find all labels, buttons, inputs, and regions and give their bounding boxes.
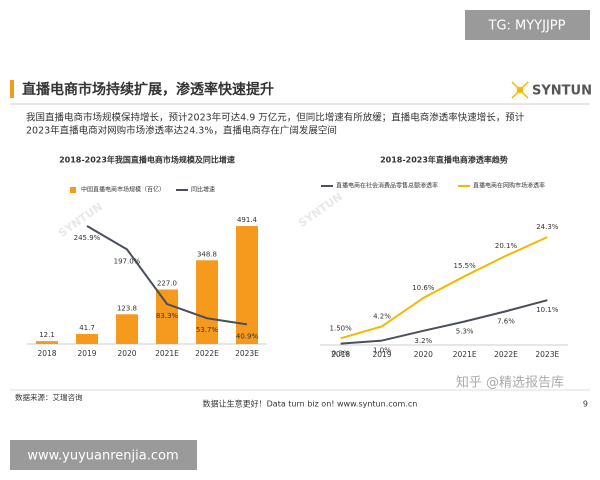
value-label: 123.8 xyxy=(117,304,137,312)
chart-title: 2018-2023年直播电商渗透率趋势 xyxy=(380,155,508,165)
watermark: SYNTUN xyxy=(296,190,345,230)
site: www.yuyuanrenjia.com xyxy=(27,449,178,464)
line xyxy=(340,236,548,340)
x-tick-label: 2020 xyxy=(117,349,136,358)
legend-label: 中国直播电商市场规模（百亿） xyxy=(81,186,165,194)
line xyxy=(340,299,548,345)
value-label: 53.7% xyxy=(196,326,219,334)
bar xyxy=(156,289,178,344)
value-label: 3.2% xyxy=(414,337,432,345)
bar xyxy=(236,226,258,344)
legend-swatch xyxy=(70,187,76,193)
footer-source: 数据来源：艾瑞咨询 xyxy=(15,392,83,402)
chart-title: 2018-2023年我国直播电商市场规模及同比增速 xyxy=(59,155,235,165)
value-label: 15.5% xyxy=(454,262,477,270)
x-tick-label: 2023E xyxy=(235,349,259,358)
x-tick-label: 2018 xyxy=(37,349,56,358)
value-label: 41.7 xyxy=(79,324,95,332)
page-number: 9 xyxy=(583,400,588,409)
bar xyxy=(76,333,98,344)
value-label: 0.3% xyxy=(332,350,350,358)
x-tick-label: 2021E xyxy=(453,350,477,359)
value-label: 1.50% xyxy=(330,324,353,332)
value-label: 245.9% xyxy=(74,234,101,242)
value-label: 348.8 xyxy=(197,250,217,258)
value-label: 491.4 xyxy=(237,216,258,224)
site-box xyxy=(10,440,197,470)
legend-label: 同比增速 xyxy=(191,186,215,194)
x-tick-label: 2019 xyxy=(77,349,96,358)
bar xyxy=(196,260,218,344)
value-label: 1.0% xyxy=(373,347,391,355)
value-label: 197.0% xyxy=(114,257,141,265)
badge: TG: MYYJJPP xyxy=(488,19,566,34)
description-line: 2023年直播电商对网购市场渗透率达24.3%，直播电商存在广阔发展空间 xyxy=(26,125,337,137)
line xyxy=(86,225,248,326)
value-label: 10.6% xyxy=(412,284,435,292)
bar xyxy=(116,314,138,344)
description-line: 我国直播电商市场规模保持增长，预计2023年可达4.9 万亿元，但同比增速有所放… xyxy=(26,112,525,124)
value-label: 5.3% xyxy=(456,327,474,335)
value-label: 40.9% xyxy=(236,332,259,340)
footer-slogan: 数据让生意更好！Data turn biz on! www.syntun.com… xyxy=(203,399,418,409)
x-tick-label: 2019 xyxy=(372,350,391,359)
x-tick-label: 2020 xyxy=(414,350,433,359)
badge-box xyxy=(465,10,590,40)
x-tick-label: 2022E xyxy=(494,350,518,359)
x-tick-label: 2022E xyxy=(195,349,219,358)
value-label: 83.3% xyxy=(156,312,179,320)
value-label: 20.1% xyxy=(495,242,518,250)
title-bar xyxy=(10,80,14,98)
value-label: 12.1 xyxy=(39,331,55,339)
value-label: 10.1% xyxy=(536,306,559,314)
x-tick-label: 2018 xyxy=(331,350,350,359)
x-tick-label: 2023E xyxy=(535,350,559,359)
value-label: 24.3% xyxy=(536,223,559,231)
slide-title: 直播电商市场持续扩展，渗透率快速提升 xyxy=(22,81,274,98)
x-tick-label: 2021E xyxy=(155,349,179,358)
overlay-watermark: 知乎 @精选报告库 xyxy=(456,375,564,391)
value-label: 7.6% xyxy=(497,317,515,325)
value-label: 227.0 xyxy=(157,280,177,288)
logo-icon xyxy=(511,81,529,99)
logo-text: SYNTUN xyxy=(532,84,592,99)
value-label: 4.2% xyxy=(373,312,391,320)
bar xyxy=(36,341,58,344)
legend-label: 直播电商在网购市场渗透率 xyxy=(473,182,545,190)
legend-label: 直播电商在社会消费品零售总额渗透率 xyxy=(336,182,438,190)
